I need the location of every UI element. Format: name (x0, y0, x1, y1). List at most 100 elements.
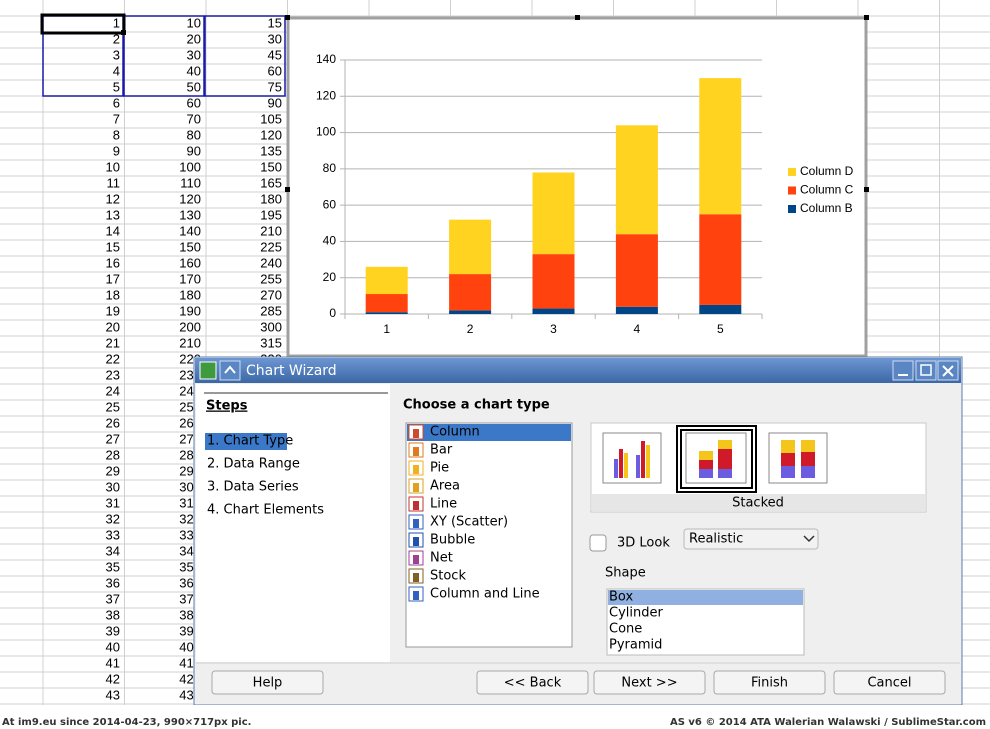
cell[interactable]: 9 (113, 143, 120, 158)
cell[interactable]: 26 (106, 415, 120, 430)
cell[interactable]: 1 (113, 15, 120, 30)
cell[interactable]: 30 (268, 31, 282, 46)
cell[interactable]: 32 (106, 511, 120, 526)
cell[interactable]: 300 (260, 319, 282, 334)
cell[interactable]: 170 (179, 271, 201, 286)
cell[interactable]: 150 (260, 159, 282, 174)
cell[interactable]: 19 (106, 303, 120, 318)
cell[interactable]: 255 (260, 271, 282, 286)
cell[interactable]: 21 (106, 335, 120, 350)
cell[interactable]: 190 (179, 303, 201, 318)
button-label[interactable]: Next >> (621, 676, 677, 691)
button-label[interactable]: Cancel (867, 676, 911, 691)
button[interactable] (713, 670, 826, 695)
cell[interactable]: 15 (268, 15, 282, 30)
chart-type[interactable]: Net (430, 551, 453, 566)
cell[interactable]: 40 (187, 63, 201, 78)
cell[interactable]: 35 (106, 559, 120, 574)
button-label[interactable]: Finish (751, 676, 788, 691)
step[interactable]: 4. Chart Elements (207, 503, 324, 518)
minimize-button[interactable] (892, 360, 914, 381)
cell[interactable]: 165 (260, 175, 282, 190)
cell[interactable]: 45 (268, 47, 282, 62)
cell[interactable]: 3 (113, 47, 120, 62)
button[interactable] (833, 670, 946, 695)
cell[interactable]: 90 (268, 95, 282, 110)
button[interactable] (476, 670, 589, 695)
cell[interactable]: 13 (106, 207, 120, 222)
cell[interactable]: 30 (187, 47, 201, 62)
cell[interactable]: 20 (187, 31, 201, 46)
cell[interactable]: 225 (260, 239, 282, 254)
cell[interactable]: 20 (106, 319, 120, 334)
cell[interactable]: 70 (187, 111, 201, 126)
cell[interactable]: 29 (106, 463, 120, 478)
cell[interactable]: 41 (106, 655, 120, 670)
cell[interactable]: 4 (113, 63, 120, 78)
cell[interactable]: 90 (187, 143, 201, 158)
cell[interactable]: 180 (260, 191, 282, 206)
cell[interactable]: 240 (260, 255, 282, 270)
cell[interactable]: 210 (179, 335, 201, 350)
cell[interactable]: 14 (106, 223, 120, 238)
cell[interactable]: 120 (260, 127, 282, 142)
cell[interactable]: 2 (113, 31, 120, 46)
cell[interactable]: 120 (179, 191, 201, 206)
cell[interactable]: 60 (268, 63, 282, 78)
chart-type[interactable]: XY (Scatter) (430, 515, 508, 530)
cell[interactable]: 28 (106, 447, 120, 462)
style-select[interactable] (683, 528, 819, 550)
chart-type[interactable]: Pie (430, 461, 449, 476)
chart-type[interactable]: Line (430, 497, 457, 512)
cell[interactable]: 150 (179, 239, 201, 254)
button-label[interactable]: Help (253, 676, 283, 691)
cell[interactable]: 23 (106, 367, 120, 382)
cell[interactable]: 285 (260, 303, 282, 318)
cell[interactable]: 7 (113, 111, 120, 126)
variant-thumbnails[interactable] (602, 425, 828, 493)
cell[interactable]: 130 (179, 207, 201, 222)
chart-type[interactable]: Bubble (430, 533, 475, 548)
cell[interactable]: 15 (106, 239, 120, 254)
cell[interactable]: 200 (179, 319, 201, 334)
cell[interactable]: 195 (260, 207, 282, 222)
cell[interactable]: 36 (106, 575, 120, 590)
cell[interactable]: 16 (106, 255, 120, 270)
cell[interactable]: 210 (260, 223, 282, 238)
chart-type[interactable]: Stock (430, 569, 466, 584)
cell[interactable]: 17 (106, 271, 120, 286)
cell[interactable]: 25 (106, 399, 120, 414)
cell[interactable]: 5 (113, 79, 120, 94)
cell[interactable]: 100 (179, 159, 201, 174)
cell[interactable]: 110 (180, 175, 201, 190)
cell[interactable]: 30 (106, 479, 120, 494)
chart-type[interactable]: Column and Line (430, 587, 540, 602)
cell[interactable]: 42 (106, 671, 120, 686)
look-3d-label[interactable]: 3D Look (617, 536, 670, 551)
cell[interactable]: 27 (106, 431, 120, 446)
cell[interactable]: 34 (106, 543, 120, 558)
step[interactable]: 3. Data Series (207, 480, 299, 495)
step[interactable]: 2. Data Range (207, 457, 300, 472)
chart-type[interactable]: Bar (430, 443, 453, 458)
cell[interactable]: 140 (179, 223, 201, 238)
cell[interactable]: 315 (260, 335, 282, 350)
chart[interactable]: 0 20 40 60 80 100 120 140 1 2 3 4 5 Column B Column C C… (285, 15, 869, 358)
cell[interactable]: 38 (106, 607, 120, 622)
cell[interactable]: 43 (106, 687, 120, 702)
cell[interactable]: 180 (179, 287, 201, 302)
cell[interactable]: 24 (106, 383, 120, 398)
maximize-button[interactable] (915, 360, 937, 381)
cell[interactable]: 39 (106, 623, 120, 638)
cell[interactable]: 33 (106, 527, 120, 542)
cell[interactable]: 50 (187, 79, 201, 94)
cell[interactable]: 40 (106, 639, 120, 654)
cell[interactable]: 60 (187, 95, 201, 110)
cell[interactable]: 22 (106, 351, 120, 366)
cell[interactable]: 135 (260, 143, 282, 158)
cell[interactable]: 10 (187, 15, 201, 30)
cell[interactable]: 10 (106, 159, 120, 174)
chart-type[interactable]: Column (430, 425, 480, 440)
checkbox-3d[interactable] (589, 534, 607, 552)
chart-type[interactable]: Area (430, 479, 460, 494)
